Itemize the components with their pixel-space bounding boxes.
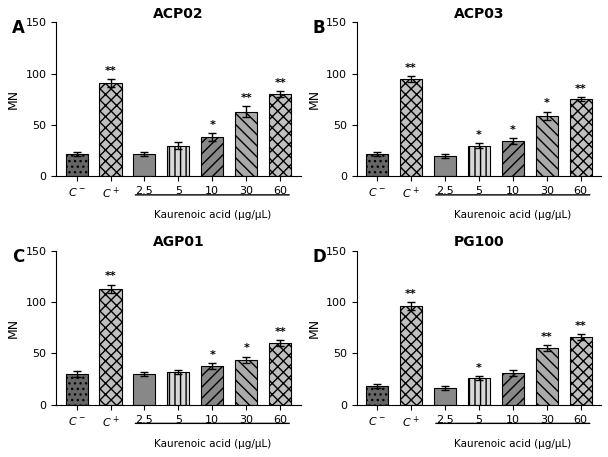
Bar bbox=[502, 373, 524, 405]
Title: ACP03: ACP03 bbox=[454, 7, 504, 21]
Text: *: * bbox=[209, 350, 215, 360]
Bar bbox=[66, 154, 88, 176]
Bar bbox=[66, 374, 88, 405]
Bar bbox=[400, 306, 422, 405]
Text: A: A bbox=[12, 19, 25, 37]
Bar bbox=[269, 343, 291, 405]
Bar bbox=[570, 337, 592, 405]
Bar bbox=[434, 388, 456, 405]
Bar bbox=[100, 83, 122, 176]
Bar bbox=[400, 79, 422, 176]
Text: *: * bbox=[476, 130, 482, 140]
Bar bbox=[201, 366, 223, 405]
Bar bbox=[167, 145, 190, 176]
Bar bbox=[235, 360, 257, 405]
Bar bbox=[100, 289, 122, 405]
Text: **: ** bbox=[541, 332, 553, 342]
Text: D: D bbox=[313, 248, 326, 266]
Text: **: ** bbox=[405, 289, 417, 299]
Bar bbox=[468, 145, 490, 176]
Text: **: ** bbox=[105, 271, 116, 282]
Bar bbox=[468, 378, 490, 405]
Text: Kaurenoic acid (μg/μL): Kaurenoic acid (μg/μL) bbox=[455, 210, 572, 220]
Bar bbox=[269, 94, 291, 176]
Bar bbox=[201, 137, 223, 176]
Text: **: ** bbox=[575, 84, 587, 94]
Text: C: C bbox=[12, 248, 24, 266]
Text: *: * bbox=[544, 99, 550, 108]
Title: AGP01: AGP01 bbox=[153, 235, 204, 250]
Text: **: ** bbox=[405, 63, 417, 73]
Bar bbox=[434, 156, 456, 176]
Y-axis label: MN: MN bbox=[7, 318, 20, 338]
Title: ACP02: ACP02 bbox=[153, 7, 204, 21]
Text: Kaurenoic acid (μg/μL): Kaurenoic acid (μg/μL) bbox=[154, 210, 271, 220]
Text: Kaurenoic acid (μg/μL): Kaurenoic acid (μg/μL) bbox=[455, 439, 572, 449]
Bar bbox=[536, 348, 558, 405]
Bar bbox=[502, 141, 524, 176]
Bar bbox=[570, 99, 592, 176]
Text: Kaurenoic acid (μg/μL): Kaurenoic acid (μg/μL) bbox=[154, 439, 271, 449]
Title: PG100: PG100 bbox=[454, 235, 504, 250]
Y-axis label: MN: MN bbox=[308, 318, 320, 338]
Bar bbox=[366, 154, 388, 176]
Text: **: ** bbox=[105, 66, 116, 75]
Text: *: * bbox=[209, 120, 215, 130]
Text: B: B bbox=[313, 19, 325, 37]
Bar bbox=[235, 112, 257, 176]
Text: *: * bbox=[243, 344, 249, 353]
Bar bbox=[133, 154, 156, 176]
Bar bbox=[366, 386, 388, 405]
Bar bbox=[133, 374, 156, 405]
Text: **: ** bbox=[274, 78, 286, 88]
Bar bbox=[536, 116, 558, 176]
Y-axis label: MN: MN bbox=[308, 89, 320, 109]
Bar bbox=[167, 372, 190, 405]
Text: **: ** bbox=[575, 321, 587, 331]
Text: *: * bbox=[476, 363, 482, 373]
Text: *: * bbox=[510, 125, 516, 135]
Y-axis label: MN: MN bbox=[7, 89, 20, 109]
Text: **: ** bbox=[240, 93, 252, 103]
Text: **: ** bbox=[274, 327, 286, 337]
